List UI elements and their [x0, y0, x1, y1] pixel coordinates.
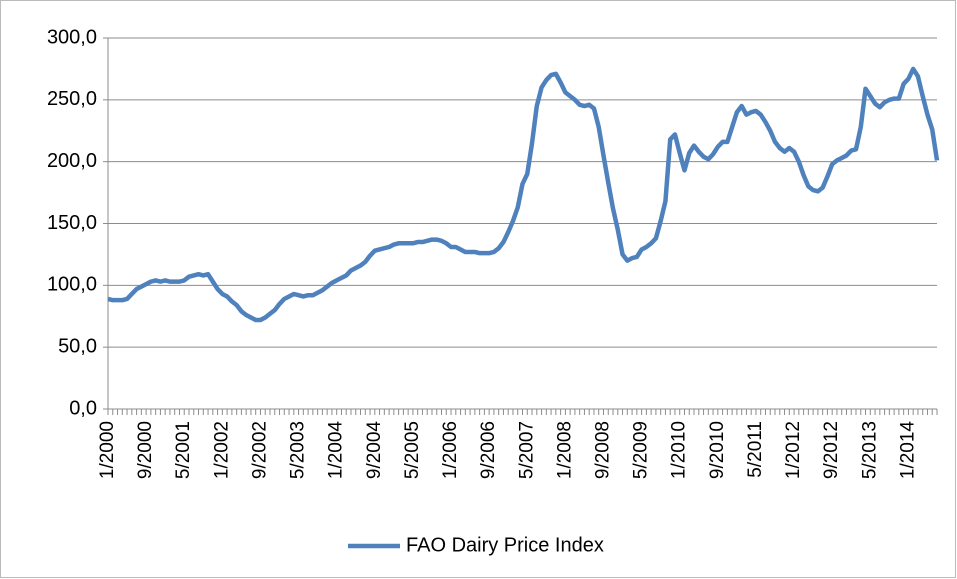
x-tick-label: 5/2009 — [631, 421, 652, 479]
x-tick-label: 5/2003 — [288, 421, 309, 479]
x-tick-label: 9/2000 — [135, 421, 156, 479]
x-tick-label: 9/2004 — [364, 421, 385, 480]
x-tick-label: 5/2001 — [173, 421, 194, 479]
x-tick-label: 5/2013 — [859, 421, 880, 479]
y-tick-label: 100,0 — [47, 274, 97, 296]
y-tick-label: 200,0 — [47, 150, 97, 172]
y-tick-label: 50,0 — [58, 335, 97, 357]
x-tick-label: 9/2008 — [593, 421, 614, 479]
x-tick-label: 1/2004 — [326, 421, 347, 480]
x-tick-label: 1/2002 — [211, 421, 232, 479]
x-tick-label: 1/2008 — [554, 421, 575, 479]
x-tick-label: 1/2014 — [897, 421, 918, 480]
y-tick-label: 150,0 — [47, 212, 97, 234]
x-tick-label: 1/2006 — [440, 421, 461, 479]
x-tick-label: 5/2007 — [516, 421, 537, 479]
x-tick-label: 1/2010 — [669, 421, 690, 479]
x-tick-label: 1/2000 — [97, 421, 118, 479]
y-tick-label: 250,0 — [47, 88, 97, 110]
y-tick-label: 0,0 — [69, 397, 97, 419]
x-tick-label: 9/2010 — [707, 421, 728, 479]
x-tick-label: 9/2002 — [249, 421, 270, 479]
legend-label: FAO Dairy Price Index — [406, 534, 604, 556]
x-tick-label: 5/2005 — [402, 421, 423, 479]
data-line — [107, 66, 940, 323]
x-tick-label: 9/2006 — [478, 421, 499, 479]
x-tick-label: 9/2012 — [821, 421, 842, 479]
y-tick-label: 300,0 — [47, 26, 97, 48]
x-tick-label: 5/2011 — [745, 421, 766, 478]
x-tick-label: 1/2012 — [783, 421, 804, 479]
